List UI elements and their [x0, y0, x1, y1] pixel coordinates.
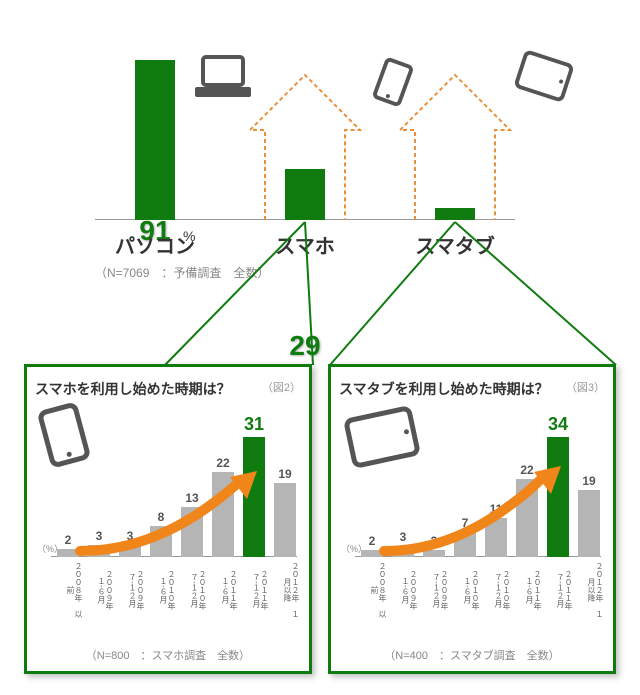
- mini-chart-right: （%） 2２００８年 以前3２００９年 １‐６月2２００９年 ７‐１２月7２０１…: [339, 407, 605, 617]
- mini-val: 3: [389, 530, 417, 544]
- mini-val: 19: [271, 467, 299, 481]
- mini-label: ２００９年 ７‐１２月: [116, 561, 144, 619]
- mini-val: 13: [178, 491, 206, 505]
- mini-bar: [485, 518, 507, 557]
- mini-bar: [57, 549, 79, 557]
- mini-val: 34: [544, 414, 572, 435]
- mini-label: ２０１０年 ７‐１２月: [482, 561, 510, 619]
- mini-bar: [516, 479, 538, 557]
- mini-label: ２０１１年 １‐６月: [209, 561, 237, 619]
- mini-label: ２００９年 １‐６月: [389, 561, 417, 619]
- panel-fig-label: （図2）: [262, 379, 301, 395]
- mini-label: ２００９年 ７‐１２月: [420, 561, 448, 619]
- mini-label: ２０１１年 ７‐１２月: [240, 561, 268, 619]
- mini-val: 8: [147, 510, 175, 524]
- mini-val: 22: [209, 456, 237, 470]
- mini-bar: [212, 472, 234, 557]
- mini-val: 2: [358, 534, 386, 548]
- panel-note: （N=800 ：スマホ調査 全数）: [27, 647, 309, 663]
- mini-bar: [88, 545, 110, 557]
- mini-val: 2: [54, 533, 82, 547]
- mini-bar: [274, 483, 296, 557]
- panel-note: （N=400 ：スマタブ調査 全数）: [331, 647, 613, 663]
- mini-label: ２００９年 １‐６月: [85, 561, 113, 619]
- mini-val: 19: [575, 474, 603, 488]
- mini-bar: [243, 437, 265, 557]
- mini-label: ２０１０年 ７‐１２月: [178, 561, 206, 619]
- mini-bar: [423, 550, 445, 557]
- mini-bar: [392, 546, 414, 557]
- panel-tablet: （図3） スマタブを利用し始めた時期は？ （%） 2２００８年 以前3２００９年…: [328, 364, 616, 674]
- mini-bar: [181, 507, 203, 557]
- mini-bar: [547, 437, 569, 557]
- mini-bar: [578, 490, 600, 557]
- mini-val: 31: [240, 414, 268, 435]
- mini-chart-left: （%） 2２００８年 以前3２００９年 １‐６月3２００９年 ７‐１２月8２０１…: [35, 407, 301, 617]
- mini-label: ２０１２年 １月以降: [575, 561, 603, 619]
- mini-val: 22: [513, 463, 541, 477]
- panel-smartphone: （図2） スマホを利用し始めた時期は？ （%） 2２００８年 以前3２００９年 …: [24, 364, 312, 674]
- mini-val: 3: [116, 529, 144, 543]
- mini-bar: [150, 526, 172, 557]
- mini-label: ２０１２年 １月以降: [271, 561, 299, 619]
- mini-val: 2: [420, 534, 448, 548]
- panel-fig-label: （図3）: [566, 379, 605, 395]
- mini-bar: [454, 532, 476, 557]
- mini-val: 7: [451, 516, 479, 530]
- mini-label: ２００８年 以前: [358, 561, 386, 619]
- mini-val: 3: [85, 529, 113, 543]
- mini-bar: [119, 545, 141, 557]
- mini-label: ２０１１年 ７‐１２月: [544, 561, 572, 619]
- mini-label: ２００８年 以前: [54, 561, 82, 619]
- mini-val: 11: [482, 502, 510, 516]
- mini-label: ２０１０年 １‐６月: [451, 561, 479, 619]
- mini-label: ２０１１年 １‐６月: [513, 561, 541, 619]
- mini-label: ２０１０年 １‐６月: [147, 561, 175, 619]
- mini-bar: [361, 550, 383, 557]
